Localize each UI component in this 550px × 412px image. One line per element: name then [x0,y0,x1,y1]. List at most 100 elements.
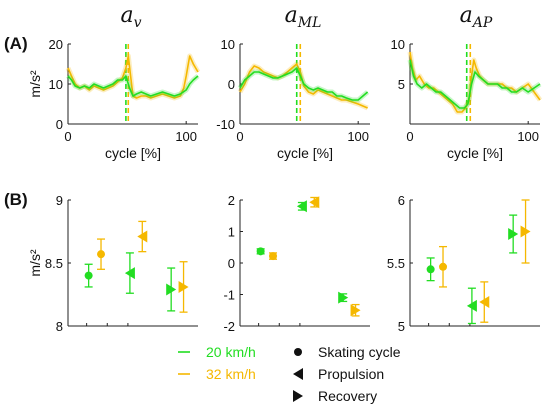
column-title-sub: ML [297,15,322,31]
marker-circle [426,265,435,274]
marker-circle [84,271,93,280]
marker-triangle-right [508,228,519,241]
data-point [97,238,106,270]
marker-triangle-left [479,296,490,309]
y-tick-label: 2 [228,193,235,208]
x-tick-label: 100 [347,129,369,144]
y-tick-label: 0 [228,77,235,92]
y-tick-label: 6 [398,193,405,208]
y-axis-label: m/s² [27,70,43,98]
data-point [479,281,490,323]
y-tick-label: 5 [398,77,405,92]
data-point [439,245,448,288]
column-title-base: a [460,3,473,28]
x-tick-label: 100 [517,129,539,144]
data-point [166,267,177,312]
data-point [520,199,531,264]
data-point [426,257,435,282]
marker-triangle-left [293,368,303,380]
marker-triangle-right [520,225,531,238]
y-tick-label: 5 [398,319,405,334]
legend-marker-label: Skating cycle [318,344,401,360]
panel-a-label: (A) [4,34,28,53]
x-tick-label: 0 [236,129,243,144]
marker-circle [97,250,106,259]
y-tick-label: 10 [49,77,63,92]
y-tick-label: -1 [223,288,235,303]
x-axis-label: cycle [%] [277,145,333,161]
legend-marker-label: Propulsion [318,366,384,382]
column-title-1: av [120,3,141,31]
marker-triangle-right [293,390,303,402]
data-point [296,200,307,213]
data-point [466,287,477,325]
y-tick-label: 5.5 [387,256,405,271]
series-line [67,75,199,97]
column-title-base: a [285,3,298,28]
x-axis-label: cycle [%] [105,145,161,161]
y-tick-label: 10 [221,37,235,52]
column-title-2: aML [285,3,322,31]
column-title-sub: AP [471,15,493,31]
data-point [178,261,189,313]
y-tick-label: 9 [56,193,63,208]
x-tick-label: 0 [64,129,71,144]
column-title-base: a [120,3,133,28]
series-line [239,67,369,101]
scatter-chart-1: 8 8.5 9 m/s² [27,193,198,334]
y-tick-label: 0 [228,256,235,271]
marker-triangle-right [338,291,349,304]
y-tick-label: 8.5 [45,256,63,271]
column-titles: av aML aAP [120,3,492,31]
marker-circle [439,262,448,271]
data-point [309,196,320,209]
column-title-3: aAP [460,3,493,31]
marker-triangle-right [178,280,189,293]
x-axis-label: cycle [%] [447,145,503,161]
x-tick-label: 0 [406,129,413,144]
series-band [407,51,543,115]
y-axis-label: m/s² [27,249,43,277]
data-point [137,220,148,253]
scatter-chart-3: 55.56 [387,193,540,334]
marker-circle [294,348,302,356]
x-tick-label: 100 [175,129,197,144]
data-point [508,214,519,254]
legend: 20 km/h 32 km/h Skating cycle Propulsion Rec… [178,344,401,404]
y-tick-label: 20 [49,37,63,52]
series-line [409,59,541,109]
data-point [84,263,93,288]
marker-triangle-left [309,196,320,209]
y-tick-label: 8 [56,319,63,334]
y-tick-label: 0 [56,117,63,132]
legend-marker-label: Recovery [318,388,377,404]
marker-triangle-right [350,304,361,317]
data-point [124,252,135,294]
series-line [409,51,541,113]
legend-series-label: 20 km/h [206,344,256,360]
column-title-sub: v [134,15,142,31]
data-point [350,303,361,317]
panel-b-label: (B) [4,190,28,209]
y-tick-label: 10 [391,37,405,52]
data-point [338,291,349,304]
marker-triangle-left [466,299,477,312]
line-chart-1: 0 10 20 m/s² 0 100 cycle [%] [27,37,201,161]
marker-triangle-left [124,267,135,280]
marker-triangle-right [166,283,177,296]
series-line [67,55,199,99]
marker-triangle-left [137,230,148,243]
legend-series-label: 32 km/h [206,366,256,382]
y-tick-label: -2 [223,319,235,334]
y-tick-label: 1 [228,225,235,240]
data-point [269,252,278,261]
y-tick-label: -10 [216,117,235,132]
scatter-chart-2: -2 -1 0 1 2 [223,193,370,334]
marker-circle [269,252,278,261]
marker-triangle-left [296,200,307,213]
data-point [256,247,265,256]
